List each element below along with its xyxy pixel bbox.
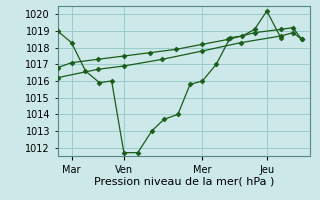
X-axis label: Pression niveau de la mer( hPa ): Pression niveau de la mer( hPa ) — [94, 176, 274, 186]
